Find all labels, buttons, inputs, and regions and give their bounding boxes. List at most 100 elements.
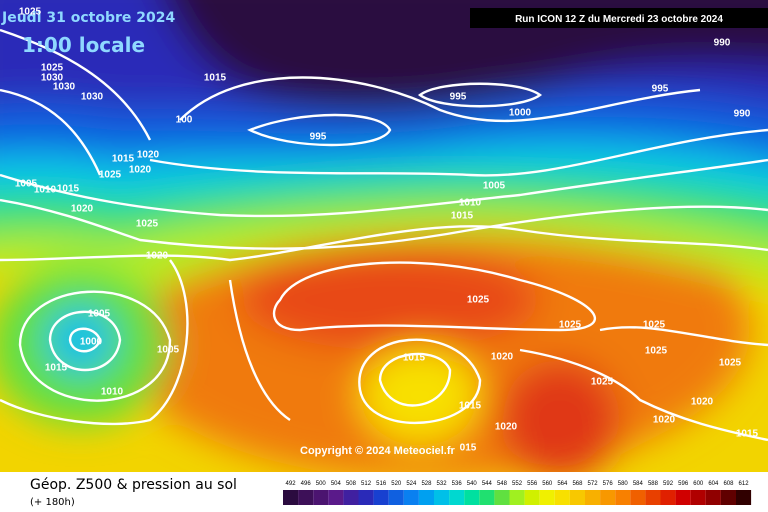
legend-label: 592	[663, 481, 674, 487]
legend-swatch	[298, 490, 314, 505]
legend-swatch	[509, 490, 525, 505]
legend-label: 604	[708, 481, 719, 487]
legend-label: 608	[723, 481, 734, 487]
legend-label: 512	[361, 481, 372, 487]
isobar-label: 1025	[41, 63, 64, 74]
isobar-label: 1020	[137, 150, 160, 161]
isobar-label: 1000	[509, 108, 532, 119]
isobar-label: 995	[310, 132, 327, 143]
legend-swatch	[736, 490, 752, 505]
legend-label: 528	[421, 481, 432, 487]
legend-label: 556	[527, 481, 538, 487]
legend-swatch	[343, 490, 359, 505]
isobar-label: 1030	[81, 92, 104, 103]
isobar-label: 1020	[691, 397, 714, 408]
legend-label: 504	[331, 481, 342, 487]
legend-label: 548	[497, 481, 508, 487]
legend-swatch	[524, 490, 540, 505]
legend-label: 500	[316, 481, 327, 487]
legend-swatch	[675, 490, 691, 505]
run-box	[470, 8, 768, 28]
isobar-label: 1015	[451, 211, 474, 222]
legend-swatch	[569, 490, 585, 505]
isobar-label: 1015	[112, 154, 135, 165]
isobar-label: 1005	[88, 309, 111, 320]
isobar-label: 1020	[491, 352, 514, 363]
legend-label: 540	[467, 481, 478, 487]
isobar-label: 990	[734, 109, 751, 120]
isobar-label: 1015	[45, 363, 68, 374]
legend-label: 544	[482, 481, 493, 487]
footer-lead: (+ 180h)	[30, 497, 75, 508]
legend-label: 576	[603, 481, 614, 487]
legend-label: 492	[286, 481, 297, 487]
legend-swatch	[645, 490, 661, 505]
footer-title: Géop. Z500 & pression au sol	[30, 477, 237, 493]
header: Jeudi 31 octobre 2024 1:00 locale Run IC…	[1, 8, 768, 57]
legend-swatch	[585, 490, 601, 505]
isobar-label: 1020	[71, 204, 94, 215]
isobar-label: 1025	[99, 170, 122, 181]
legend-swatch	[690, 490, 706, 505]
isobar-label: 995	[450, 92, 467, 103]
legend-swatch	[373, 490, 389, 505]
isobar-label: 1030	[41, 73, 64, 84]
legend-label: 612	[739, 481, 750, 487]
isobar-label: 1025	[136, 219, 159, 230]
legend-label: 564	[557, 481, 568, 487]
time: 1:00 locale	[22, 33, 145, 57]
isobar-label: 015	[460, 443, 477, 454]
isobar-label: 1005	[483, 181, 506, 192]
isobar-label: 1010	[101, 387, 124, 398]
legend-swatch	[403, 490, 419, 505]
isobar-label: 1010	[459, 198, 482, 209]
legend-swatch	[554, 490, 570, 505]
isobar-label: 1020	[653, 415, 676, 426]
legend-label: 588	[648, 481, 659, 487]
copyright: Copyright © 2024 Meteociel.fr	[300, 445, 456, 457]
isobar-label: 995	[652, 84, 669, 95]
legend-label: 516	[376, 481, 387, 487]
legend-label: 560	[542, 481, 553, 487]
legend-label: 552	[512, 481, 523, 487]
isobar-label: 1015	[459, 401, 482, 412]
legend-swatch	[464, 490, 480, 505]
isobar-label: 1025	[19, 7, 42, 18]
legend-label: 568	[572, 481, 583, 487]
legend-swatch	[705, 490, 721, 505]
isobar-label: 1005	[15, 179, 38, 190]
isobars	[0, 28, 768, 442]
legend-swatch	[283, 490, 299, 505]
legend-swatch	[328, 490, 344, 505]
isobar-label: 1010	[34, 185, 57, 196]
legend-swatch	[434, 490, 450, 505]
legend-swatch	[660, 490, 676, 505]
isobar-label: 1030	[53, 82, 76, 93]
isobar-label: 1020	[146, 251, 169, 262]
legend-swatch	[494, 490, 510, 505]
legend-swatch	[615, 490, 631, 505]
legend-swatch	[479, 490, 495, 505]
legend-swatch	[388, 490, 404, 505]
isobar-label: 1025	[643, 320, 666, 331]
legend-swatch	[630, 490, 646, 505]
isobar-label: 100	[176, 115, 193, 126]
isobar-label: 1025	[591, 377, 614, 388]
legend-swatch	[539, 490, 555, 505]
isobar-label: 1015	[403, 353, 426, 364]
date: Jeudi 31 octobre 2024	[1, 10, 175, 26]
isobar-label: 1025	[719, 358, 742, 369]
legend-label: 532	[437, 481, 448, 487]
legend-swatch	[720, 490, 736, 505]
legend-swatch	[600, 490, 616, 505]
legend-swatch	[358, 490, 374, 505]
isobar-label: 990	[714, 38, 731, 49]
legend-label: 520	[391, 481, 402, 487]
legend-label: 584	[633, 481, 644, 487]
isobar-label: 1015	[57, 184, 80, 195]
isobar-label: 1020	[495, 422, 518, 433]
legend-label: 496	[301, 481, 312, 487]
legend-label: 580	[618, 481, 629, 487]
isobar-label: 1015	[736, 429, 759, 440]
